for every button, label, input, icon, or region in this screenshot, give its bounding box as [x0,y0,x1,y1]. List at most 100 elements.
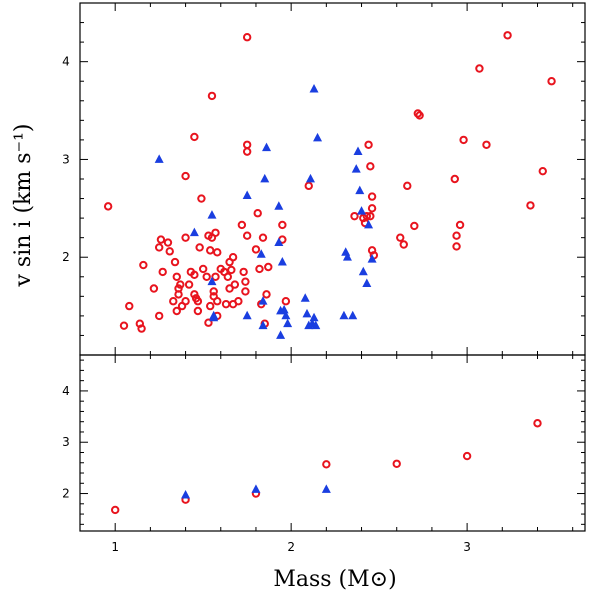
data-point-triangle [279,304,289,314]
data-point-circle [154,311,164,321]
data-point-circle [174,290,183,299]
data-point-circle [367,192,377,201]
x-tick-label: 1 [111,540,119,554]
x-tick-label: 2 [287,540,295,554]
data-point-triangle [181,489,191,499]
data-point-circle [410,221,419,231]
top-panel: 2 3 4 [62,2,586,356]
data-point-circle [156,235,166,244]
bottom-y-tick-label: 4 [62,384,70,398]
bottom-panel-frame [79,354,586,532]
data-point-triangle [306,173,316,183]
data-point-triangle [357,206,367,215]
data-point-circle [154,243,164,252]
data-point-circle [193,306,203,316]
top-y-tick-label: 4 [62,55,70,69]
data-point-circle [119,321,129,330]
data-point-circle [193,297,203,306]
data-point-circle [207,91,217,101]
data-point-circle [462,451,472,461]
data-point-circle [170,257,180,267]
data-point-circle [239,267,248,277]
data-point-circle [396,233,405,242]
data-point-circle [242,140,252,149]
data-point-circle [227,265,236,275]
data-point-triangle [348,310,358,320]
data-point-circle [475,64,484,73]
data-point-circle [163,238,173,247]
data-point-triangle [302,308,312,318]
data-point-circle [230,280,240,289]
data-point-triangle [339,310,349,320]
data-point-circle [366,211,375,221]
data-point-triangle [313,132,323,142]
data-point-circle [503,31,512,40]
x-axis-label: Mass (M⊙) [273,567,396,592]
data-point-triangle [251,484,261,493]
data-point-circle [264,262,273,272]
data-point-triangle [260,173,270,183]
data-point-circle [211,272,220,281]
data-point-circle [209,287,218,296]
data-point-triangle [281,310,291,320]
data-point-circle [452,231,461,240]
data-point-circle [198,264,208,274]
data-point-circle [450,174,459,184]
data-point-triangle [189,227,199,237]
data-point-triangle [283,318,293,328]
data-point-circle [169,297,178,306]
data-point-triangle [274,237,284,246]
data-point-triangle [364,219,374,229]
top-panel-frame [79,2,586,356]
x-tick-label: 3 [463,540,471,554]
data-point-circle [181,233,190,242]
data-point-triangle [207,210,217,219]
data-point-triangle [300,293,310,302]
data-point-circle [258,233,268,242]
data-point-triangle [276,330,286,339]
data-point-triangle [242,310,252,320]
data-point-circle [181,171,190,181]
data-point-circle [255,264,264,274]
data-point-circle [241,277,250,286]
data-point-circle [211,228,220,237]
top-y-tick-label: 2 [62,250,70,264]
data-point-circle [223,272,233,281]
data-point-circle [213,248,222,257]
data-point-triangle [258,296,268,305]
data-point-circle [221,299,231,309]
x-axis-ticks: 1 2 3 [111,540,471,554]
data-point-triangle [362,278,372,288]
data-point-circle [184,280,194,289]
data-point-circle [538,166,547,176]
data-point-triangle [342,252,352,261]
data-point-circle [262,290,271,299]
data-point-circle [149,284,159,293]
data-point-circle [281,297,291,306]
data-point-circle [125,301,134,311]
data-point-circle [547,77,556,86]
data-point-triangle [154,154,164,163]
data-point-triangle [242,190,252,200]
data-point-circle [110,505,120,515]
data-point-triangle [311,320,321,330]
data-point-triangle [262,142,272,152]
data-point-circle [190,132,199,142]
data-point-circle [533,419,542,428]
data-point-triangle [277,257,287,266]
data-point-circle [195,243,204,252]
data-point-circle [139,260,148,270]
data-point-circle [362,211,372,221]
data-point-circle [350,211,359,221]
data-point-circle [364,140,373,149]
data-point-circle [204,318,213,327]
data-point-circle [190,270,199,280]
data-point-circle [103,202,113,211]
bottom-y-tick-label: 3 [62,435,70,449]
data-point-circle [213,297,222,306]
data-point-triangle [309,83,319,93]
data-point-circle [278,220,287,230]
y-axis-label: v sin i (km s⁻¹) [11,123,36,287]
data-point-circle [158,267,167,277]
